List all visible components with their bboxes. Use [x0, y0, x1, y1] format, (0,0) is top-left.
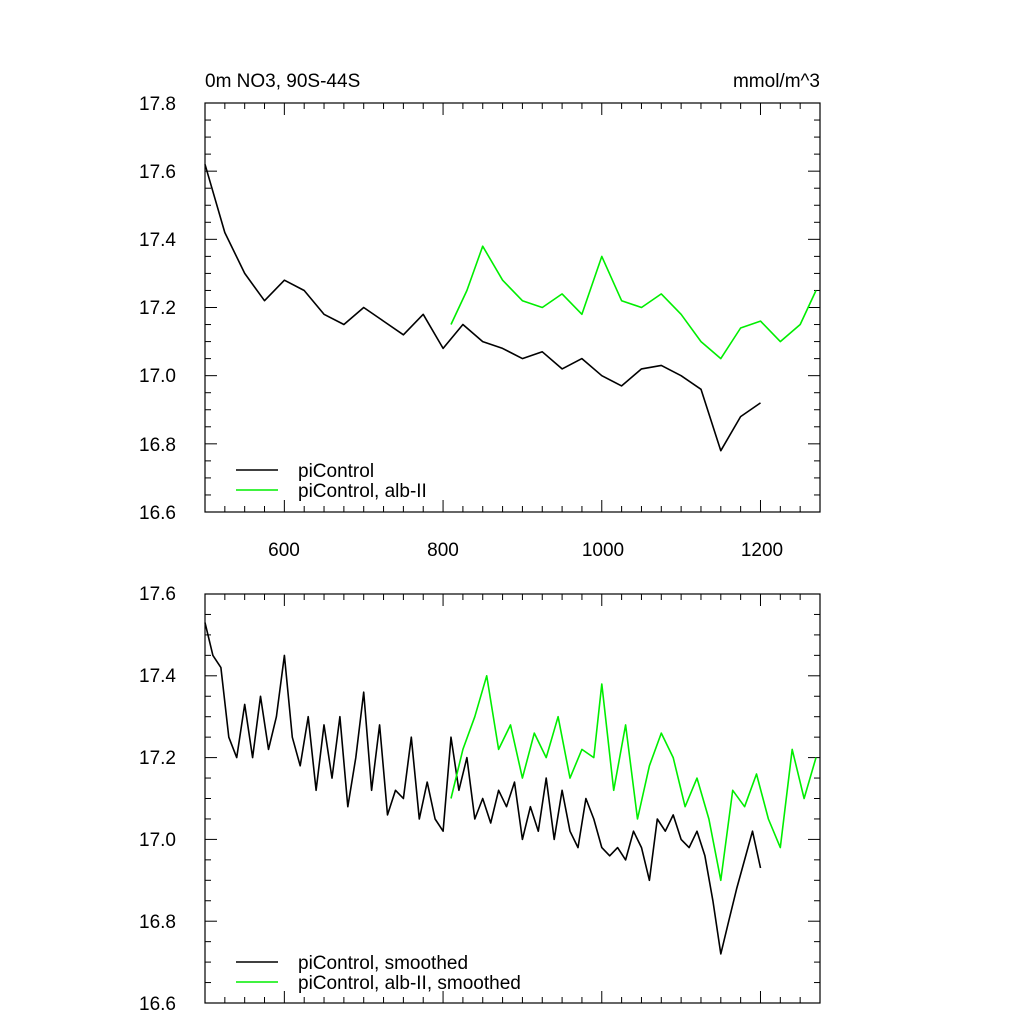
y-tick-label: 17.2: [139, 298, 176, 319]
y-tick-label: 16.8: [139, 435, 176, 456]
series-line-alb-ii: [450, 674, 817, 882]
series-line-picontrol: [204, 164, 761, 452]
x-tick-label: 1000: [582, 540, 624, 561]
bottom-panel-y-tick-labels: 16.6 16.8 17.0 17.2 17.4 17.6: [139, 584, 176, 1015]
y-tick-label: 17.4: [139, 230, 176, 251]
y-tick-label: 17.0: [139, 830, 176, 851]
legend-label-picontrol-smoothed: piControl, smoothed: [298, 953, 468, 974]
y-tick-label: 17.0: [139, 366, 176, 387]
plot-frame: [204, 593, 821, 1004]
top-panel-legend: piControl piControl, alb-II: [236, 461, 427, 502]
legend-label-picontrol: piControl: [298, 461, 374, 482]
y-tick-label: 17.6: [139, 162, 176, 183]
legend-label-alb-ii-smoothed: piControl, alb-II, smoothed: [298, 973, 521, 994]
series-line-picontrol: [204, 622, 762, 955]
bottom-panel: 16.6 16.8 17.0 17.2 17.4 17.6 piControl,…: [139, 584, 821, 1015]
y-tick-label: 17.6: [139, 584, 176, 605]
top-panel: 0m NO3, 90S-44S mmol/m^3 600 800 1000 12…: [139, 71, 821, 561]
top-panel-title: 0m NO3, 90S-44S: [205, 71, 360, 92]
bottom-panel-legend: piControl, smoothed piControl, alb-II, s…: [236, 953, 521, 994]
top-panel-units: mmol/m^3: [733, 71, 820, 92]
y-tick-label: 16.8: [139, 912, 176, 933]
y-tick-label: 16.6: [139, 503, 176, 524]
y-tick-label: 16.6: [139, 994, 176, 1015]
y-tick-label: 17.8: [139, 94, 176, 115]
plot-frame: [204, 102, 821, 513]
legend-label-alb-ii: piControl, alb-II: [298, 481, 427, 502]
top-panel-x-tick-labels: 600 800 1000 1200: [268, 540, 783, 561]
top-panel-y-tick-labels: 16.6 16.8 17.0 17.2 17.4 17.6 17.8: [139, 94, 176, 524]
x-tick-label: 800: [427, 540, 459, 561]
y-tick-label: 17.2: [139, 748, 176, 769]
x-tick-label: 600: [268, 540, 300, 561]
y-tick-label: 17.4: [139, 666, 176, 687]
series-line-alb-ii: [450, 245, 817, 360]
x-tick-label: 1200: [741, 540, 783, 561]
